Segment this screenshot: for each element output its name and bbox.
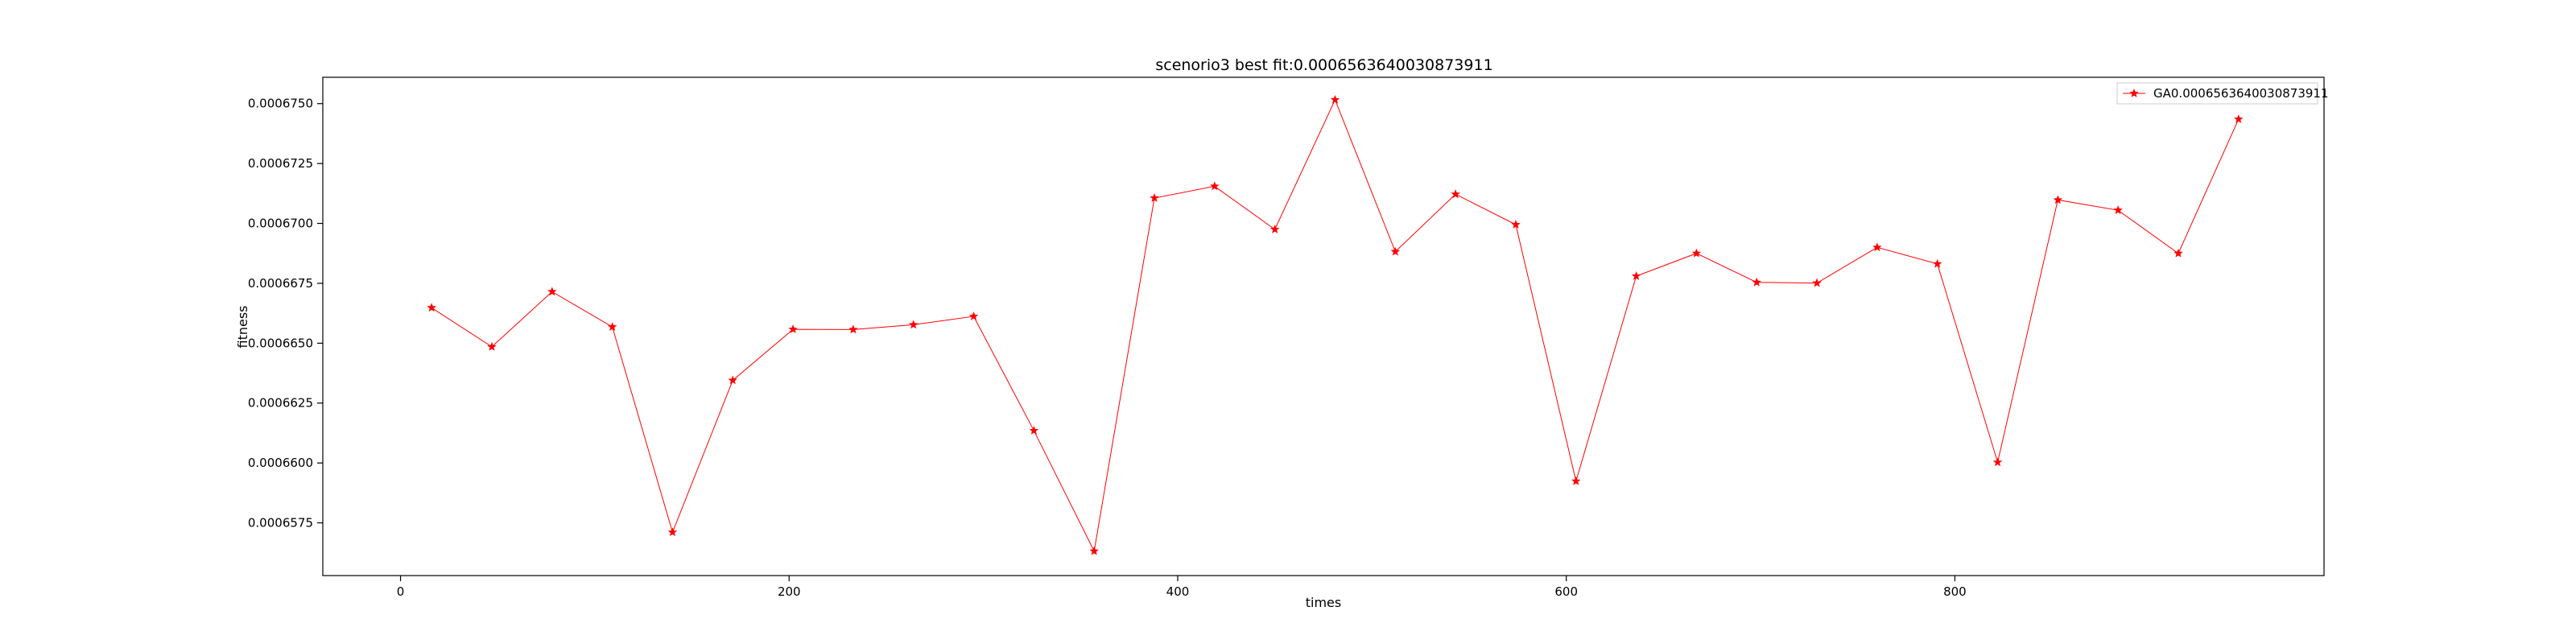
data-point-star <box>1631 271 1641 280</box>
data-point-star <box>1150 192 1159 202</box>
data-point-star <box>667 527 678 536</box>
data-point-star <box>1872 242 1882 252</box>
data-point-star <box>1269 224 1280 233</box>
data-point-star <box>2234 114 2244 123</box>
x-tick-label: 200 <box>778 584 801 599</box>
data-point-star <box>1089 546 1099 555</box>
x-tick-label: 400 <box>1166 584 1190 599</box>
y-axis-label: fitness <box>235 305 250 348</box>
x-tick-label: 600 <box>1554 584 1578 599</box>
data-point-star <box>1571 476 1581 485</box>
data-point-star <box>427 303 436 312</box>
data-point-star <box>968 312 979 320</box>
data-point-star <box>1390 246 1401 256</box>
x-tick-label: 800 <box>1943 584 1967 599</box>
data-point-star <box>1451 189 1460 199</box>
data-point-star <box>487 341 497 351</box>
data-point-star <box>2113 205 2123 215</box>
data-point-star <box>1029 425 1039 435</box>
y-tick-label: 0.0006650 <box>248 336 313 350</box>
chart-title: scenorio3 best fit:0.0006563640030873911 <box>1155 56 1492 74</box>
series-layer <box>427 94 2244 555</box>
series-line <box>431 98 2240 553</box>
data-point-star <box>848 324 858 334</box>
y-tick-label: 0.0006750 <box>248 97 313 111</box>
x-axis: 0 200 400 600 800 <box>397 576 1967 599</box>
data-point-star <box>909 320 919 329</box>
data-point-star <box>1691 248 1702 258</box>
data-point-star <box>1752 277 1761 287</box>
data-point-star <box>728 375 737 385</box>
y-tick-label: 0.0006600 <box>248 456 313 470</box>
data-point-star <box>2053 195 2063 204</box>
legend-box <box>2116 82 2318 105</box>
data-point-star <box>1330 94 1340 104</box>
data-point-star <box>2174 248 2183 258</box>
data-point-star <box>1210 181 1220 191</box>
x-tick-label: 0 <box>397 584 405 599</box>
y-tick-label: 0.0006575 <box>248 516 313 530</box>
y-tick-label: 0.0006700 <box>248 217 313 231</box>
data-point-star <box>1511 220 1521 229</box>
legend-marker-icon <box>2129 89 2139 97</box>
data-point-star <box>1932 258 1942 268</box>
data-point-star <box>547 287 557 296</box>
y-axis: 0.0006575 0.0006600 0.0006625 0.0006650 0.00… <box>248 97 323 530</box>
data-point-star <box>788 324 798 333</box>
y-tick-label: 0.0006675 <box>248 276 313 291</box>
legend-entry: GA0.0006563640030873911 <box>2153 86 2329 101</box>
y-tick-label: 0.0006725 <box>248 156 313 171</box>
data-point-star <box>607 322 617 331</box>
data-point-star <box>1992 457 2003 467</box>
legend: GA0.0006563640030873911 <box>2116 82 2329 105</box>
data-point-star <box>1812 278 1822 287</box>
x-axis-label: times <box>1306 595 1341 610</box>
plot-area <box>322 76 2325 576</box>
y-tick-label: 0.0006625 <box>248 396 313 411</box>
